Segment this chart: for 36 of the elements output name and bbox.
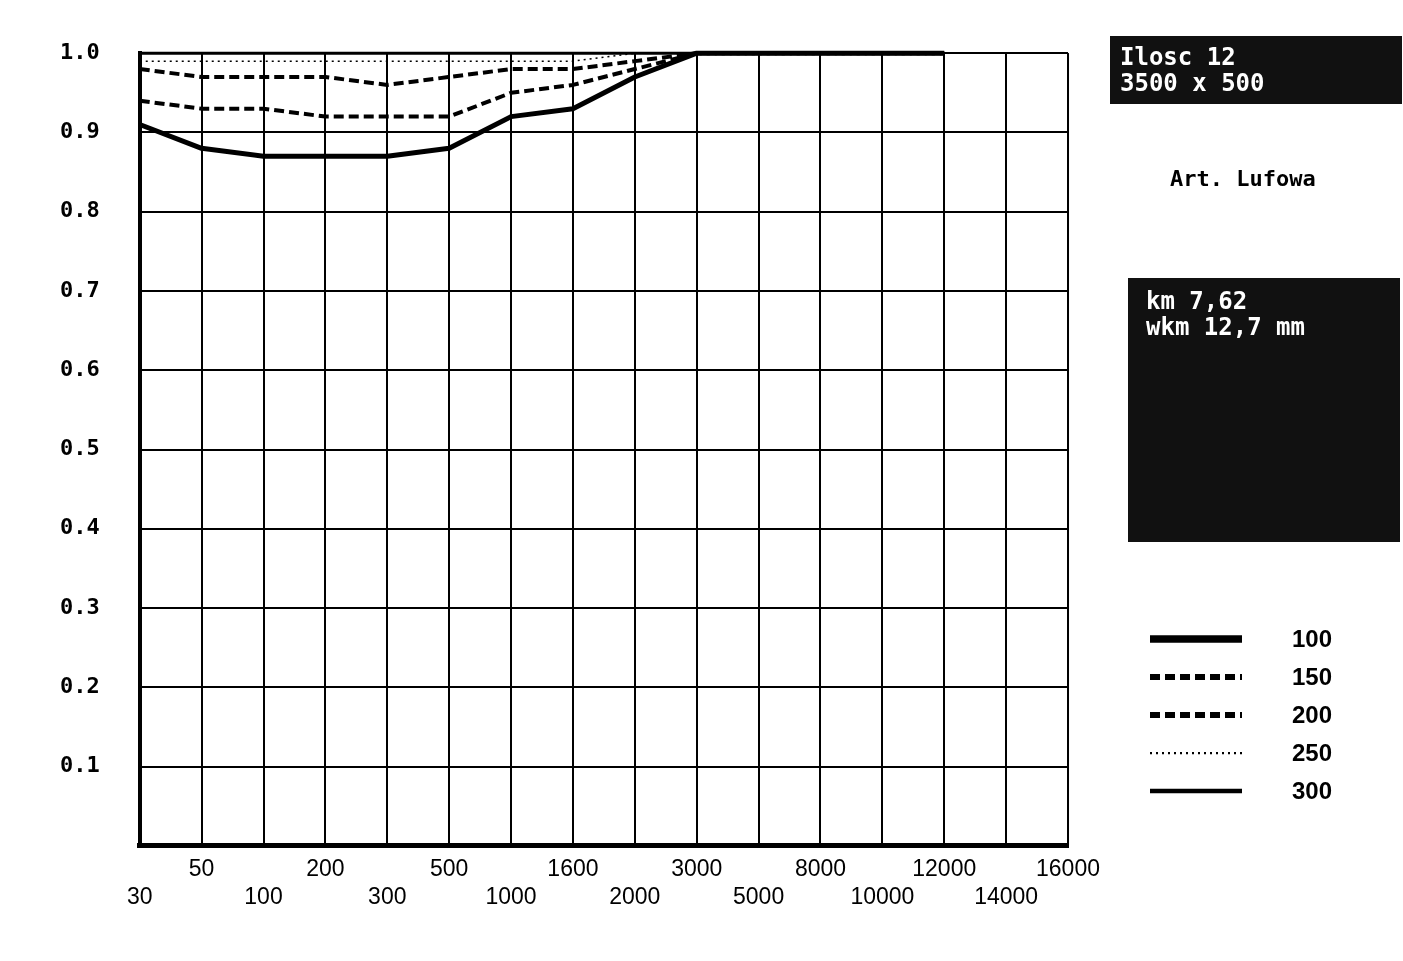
text: Ilosc 12 bbox=[1120, 43, 1236, 71]
text: Art. Lufowa bbox=[1170, 166, 1316, 191]
y-tick-label: 1.0 bbox=[59, 38, 100, 64]
legend-label: 100 bbox=[1292, 625, 1333, 653]
x-tick-label: 8000 bbox=[794, 854, 847, 881]
x-tick-label: 10000 bbox=[850, 882, 915, 909]
y-tick-label: 0.4 bbox=[59, 514, 100, 540]
y-tick-label: 0.3 bbox=[59, 593, 100, 619]
legend-label: 150 bbox=[1292, 663, 1333, 691]
legend-label: 300 bbox=[1292, 777, 1333, 805]
x-tick-label: 3000 bbox=[671, 854, 723, 881]
legend-label: 200 bbox=[1292, 701, 1333, 729]
x-tick-label: 200 bbox=[306, 854, 345, 881]
y-tick-label: 0.8 bbox=[59, 197, 100, 223]
x-tick-label: 500 bbox=[429, 854, 469, 881]
x-tick-label: 50 bbox=[188, 854, 215, 881]
x-tick-label: 12000 bbox=[912, 854, 977, 881]
y-tick-label: 0.5 bbox=[59, 435, 100, 461]
text: km 7,62 bbox=[1146, 287, 1248, 315]
x-tick-label: 14000 bbox=[974, 882, 1039, 909]
x-tick-label: 2000 bbox=[609, 882, 661, 909]
x-tick-label: 1600 bbox=[547, 854, 599, 881]
y-tick-label: 0.2 bbox=[59, 673, 100, 698]
x-tick-label: 100 bbox=[244, 882, 283, 909]
legend-label: 250 bbox=[1292, 739, 1333, 767]
x-tick-label: 5000 bbox=[733, 882, 785, 909]
x-tick-label: 1000 bbox=[485, 882, 537, 909]
text: 3500 x 500 bbox=[1120, 69, 1265, 97]
text: wkm 12,7 mm bbox=[1146, 313, 1305, 341]
x-tick-label: 30 bbox=[126, 882, 153, 909]
y-tick-label: 0.6 bbox=[59, 355, 100, 381]
x-tick-label: 300 bbox=[368, 882, 407, 909]
y-tick-label: 0.1 bbox=[59, 752, 100, 778]
y-tick-label: 0.9 bbox=[59, 118, 100, 144]
x-tick-label: 16000 bbox=[1036, 854, 1101, 881]
y-tick-label: 0.7 bbox=[59, 276, 100, 302]
